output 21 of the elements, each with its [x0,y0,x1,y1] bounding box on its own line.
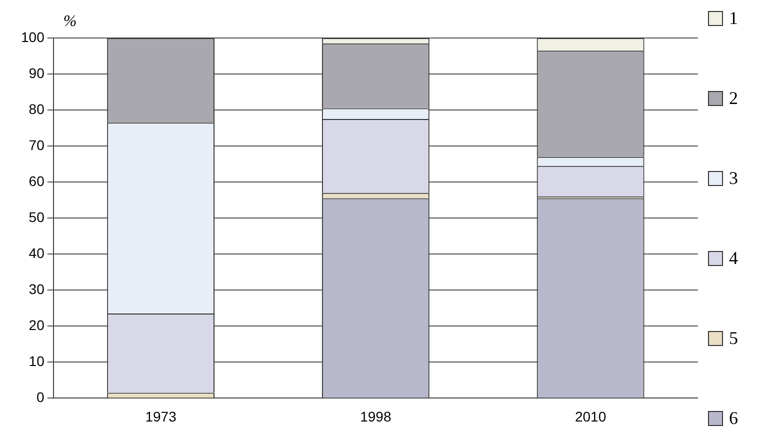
y-tick-label: 60 [28,172,45,189]
y-tick-label: 90 [28,64,45,81]
y-tick-label: 10 [28,353,45,370]
y-tick-label: 70 [28,136,45,153]
y-axis-title: % [63,13,77,30]
y-tick-label: 100 [21,28,45,45]
x-tick-label: 1998 [360,408,392,424]
y-tick-label: 40 [28,244,45,261]
legend-label: 2 [729,88,738,109]
legend-label: 4 [729,248,738,269]
legend-label: 1 [729,8,738,29]
x-tick-label: 2010 [574,408,606,424]
x-tick-label: 1973 [145,408,177,424]
legend-label: 6 [729,408,738,429]
legend-label: 3 [729,168,738,189]
y-tick-label: 20 [28,317,45,334]
y-tick-label: 30 [28,281,45,297]
y-tick-label: 0 [36,389,45,406]
legend-label: 5 [729,328,738,349]
y-tick-label: 50 [28,208,45,225]
y-tick-label: 80 [28,100,45,117]
